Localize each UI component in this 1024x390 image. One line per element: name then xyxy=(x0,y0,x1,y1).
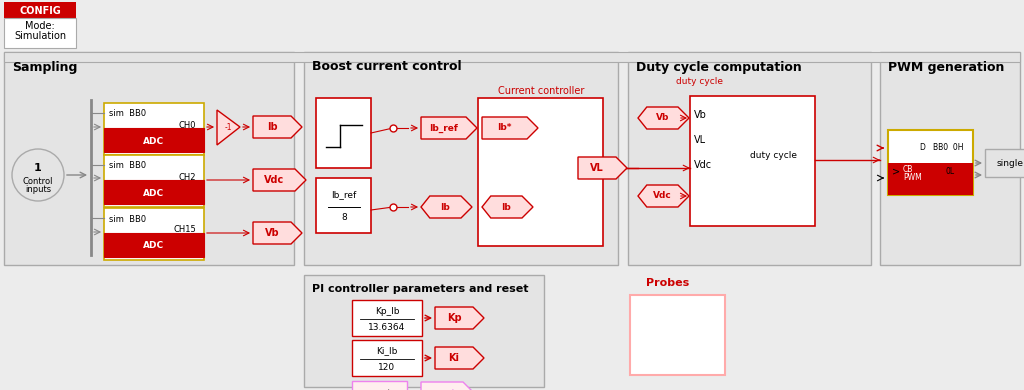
Text: sim  BB0: sim BB0 xyxy=(109,161,146,170)
Bar xyxy=(104,128,204,152)
Bar xyxy=(316,178,371,233)
Text: ADC: ADC xyxy=(143,188,165,197)
Text: Vdc: Vdc xyxy=(653,191,672,200)
Text: Vdc: Vdc xyxy=(264,175,284,185)
Text: Kp_Ib: Kp_Ib xyxy=(375,307,399,316)
Text: 1: 1 xyxy=(34,163,42,173)
Ellipse shape xyxy=(12,149,63,201)
Bar xyxy=(478,98,603,246)
Bar xyxy=(104,103,204,155)
Text: reset: reset xyxy=(429,388,456,390)
Text: sim  BB0: sim BB0 xyxy=(109,215,146,223)
Polygon shape xyxy=(638,185,689,207)
Polygon shape xyxy=(253,222,302,244)
Text: Vb: Vb xyxy=(655,113,669,122)
Text: >: > xyxy=(892,167,900,177)
Text: Vb: Vb xyxy=(264,228,280,238)
Text: Ib_ref: Ib_ref xyxy=(332,190,356,200)
Text: Ib_ref: Ib_ref xyxy=(429,123,458,133)
Text: VL: VL xyxy=(694,135,707,145)
Bar xyxy=(630,295,725,375)
Bar xyxy=(316,98,371,168)
Bar xyxy=(4,2,76,18)
Text: Ki_Ib: Ki_Ib xyxy=(376,346,397,356)
Text: Sampling: Sampling xyxy=(12,60,78,73)
Text: CONFIG: CONFIG xyxy=(19,6,60,16)
Bar xyxy=(690,96,815,226)
Text: VL: VL xyxy=(590,163,604,173)
Bar xyxy=(352,340,422,376)
Text: ADC: ADC xyxy=(143,136,165,145)
Text: CB: CB xyxy=(903,165,913,174)
Text: Control: Control xyxy=(23,177,53,186)
Text: sim  BB0: sim BB0 xyxy=(109,110,146,119)
Text: Boost current control: Boost current control xyxy=(312,60,462,73)
Text: inputs: inputs xyxy=(25,186,51,195)
Bar xyxy=(104,233,204,257)
Text: Kp: Kp xyxy=(446,313,462,323)
Text: ADC: ADC xyxy=(143,241,165,250)
Text: 0L: 0L xyxy=(945,167,954,177)
Text: CH0: CH0 xyxy=(178,121,196,129)
Bar xyxy=(352,300,422,336)
Text: Vb: Vb xyxy=(694,110,707,120)
Polygon shape xyxy=(638,107,689,129)
Polygon shape xyxy=(482,117,538,139)
Bar xyxy=(352,381,407,390)
Bar xyxy=(304,275,544,387)
Text: PWM: PWM xyxy=(903,174,922,183)
Text: Duty cycle computation: Duty cycle computation xyxy=(636,60,802,73)
Bar xyxy=(628,52,871,265)
Text: Ib: Ib xyxy=(266,122,278,132)
Text: Ib: Ib xyxy=(502,202,511,211)
Bar xyxy=(4,52,294,265)
Polygon shape xyxy=(421,196,472,218)
Text: Ib*: Ib* xyxy=(498,124,512,133)
Text: duty cycle: duty cycle xyxy=(677,78,724,87)
Text: Vdc: Vdc xyxy=(694,160,712,170)
Text: reset: reset xyxy=(369,388,391,390)
Polygon shape xyxy=(253,116,302,138)
Polygon shape xyxy=(421,117,477,139)
Text: D   BB0  0H: D BB0 0H xyxy=(920,144,964,152)
Bar xyxy=(4,52,1020,62)
Polygon shape xyxy=(253,169,306,191)
Polygon shape xyxy=(435,347,484,369)
Text: single: single xyxy=(996,158,1024,167)
Polygon shape xyxy=(421,382,474,390)
Bar xyxy=(4,18,76,48)
Bar xyxy=(880,52,1020,265)
Polygon shape xyxy=(217,110,240,145)
Text: 8: 8 xyxy=(341,213,347,223)
Bar xyxy=(304,52,618,265)
Text: CH15: CH15 xyxy=(173,225,196,234)
Polygon shape xyxy=(482,196,534,218)
Text: CH2: CH2 xyxy=(178,172,196,181)
Text: Probes: Probes xyxy=(646,278,689,288)
Text: Ki: Ki xyxy=(449,353,460,363)
Polygon shape xyxy=(578,157,627,179)
Bar xyxy=(888,130,973,195)
Text: duty cycle: duty cycle xyxy=(750,151,797,160)
Bar xyxy=(985,149,1024,177)
Bar xyxy=(888,163,973,195)
Text: Simulation: Simulation xyxy=(14,31,67,41)
Bar xyxy=(104,208,204,260)
Text: PWM generation: PWM generation xyxy=(888,60,1005,73)
Bar xyxy=(104,155,204,207)
Text: 120: 120 xyxy=(379,363,395,372)
Text: Ib: Ib xyxy=(440,202,451,211)
Text: -1: -1 xyxy=(224,122,231,131)
Text: Current controller: Current controller xyxy=(498,86,584,96)
Text: PI controller parameters and reset: PI controller parameters and reset xyxy=(312,284,528,294)
Bar xyxy=(104,180,204,204)
Polygon shape xyxy=(435,307,484,329)
Text: 13.6364: 13.6364 xyxy=(369,323,406,333)
Text: Mode:: Mode: xyxy=(26,21,55,31)
